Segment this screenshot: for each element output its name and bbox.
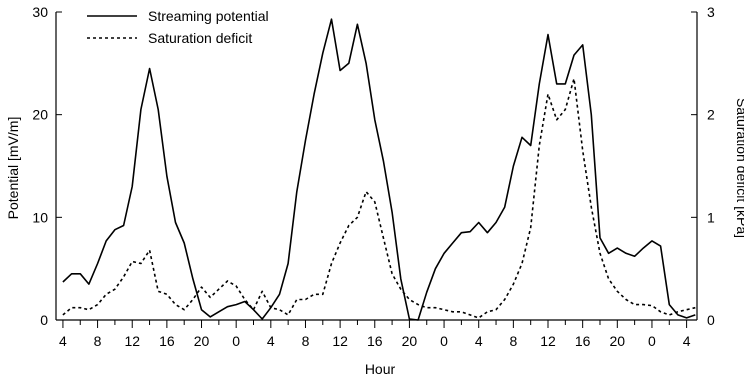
x-tick-label: 4: [267, 333, 275, 349]
x-tick-label: 16: [575, 333, 591, 349]
legend: Streaming potential Saturation deficit: [87, 8, 269, 46]
x-tick-label: 8: [302, 333, 310, 349]
y-left-tick-label: 20: [32, 107, 48, 123]
series-line-streaming-potential: [62, 18, 696, 321]
y-axis-left-title: Potential [mV/m]: [5, 117, 21, 220]
x-tick-label: 0: [440, 333, 448, 349]
x-tick-label: 16: [159, 333, 175, 349]
y-left-tick-label: 30: [32, 4, 48, 20]
x-tick-label: 12: [540, 333, 556, 349]
legend-label-streaming-potential: Streaming potential: [148, 8, 269, 24]
x-tick-label: 16: [367, 333, 383, 349]
x-axis-title: Hour: [365, 361, 396, 377]
x-tick-label: 20: [402, 333, 418, 349]
x-tick-label: 20: [610, 333, 626, 349]
y-right-tick-label: 0: [707, 312, 715, 328]
y-left-tick-label: 10: [32, 209, 48, 225]
x-tick-label: 4: [683, 333, 691, 349]
x-tick-label: 4: [475, 333, 483, 349]
x-tick-label: 12: [124, 333, 140, 349]
x-tick-label: 20: [194, 333, 210, 349]
legend-label-saturation-deficit: Saturation deficit: [148, 30, 252, 46]
x-tick-label: 8: [94, 333, 102, 349]
y-right-tick-label: 2: [707, 107, 715, 123]
y-axis-right-title: Saturation deficit [kPa]: [734, 98, 744, 238]
x-tick-label: 8: [509, 333, 517, 349]
y-right-tick-label: 3: [707, 4, 715, 20]
x-tick-label: 12: [332, 333, 348, 349]
series-line-saturation-deficit: [62, 77, 696, 319]
y-right-tick-label: 1: [707, 209, 715, 225]
x-tick-label: 4: [59, 333, 67, 349]
x-tick-label: 0: [648, 333, 656, 349]
y-left-tick-label: 0: [40, 312, 48, 328]
series-layer: [62, 18, 696, 321]
x-tick-label: 0: [232, 333, 240, 349]
